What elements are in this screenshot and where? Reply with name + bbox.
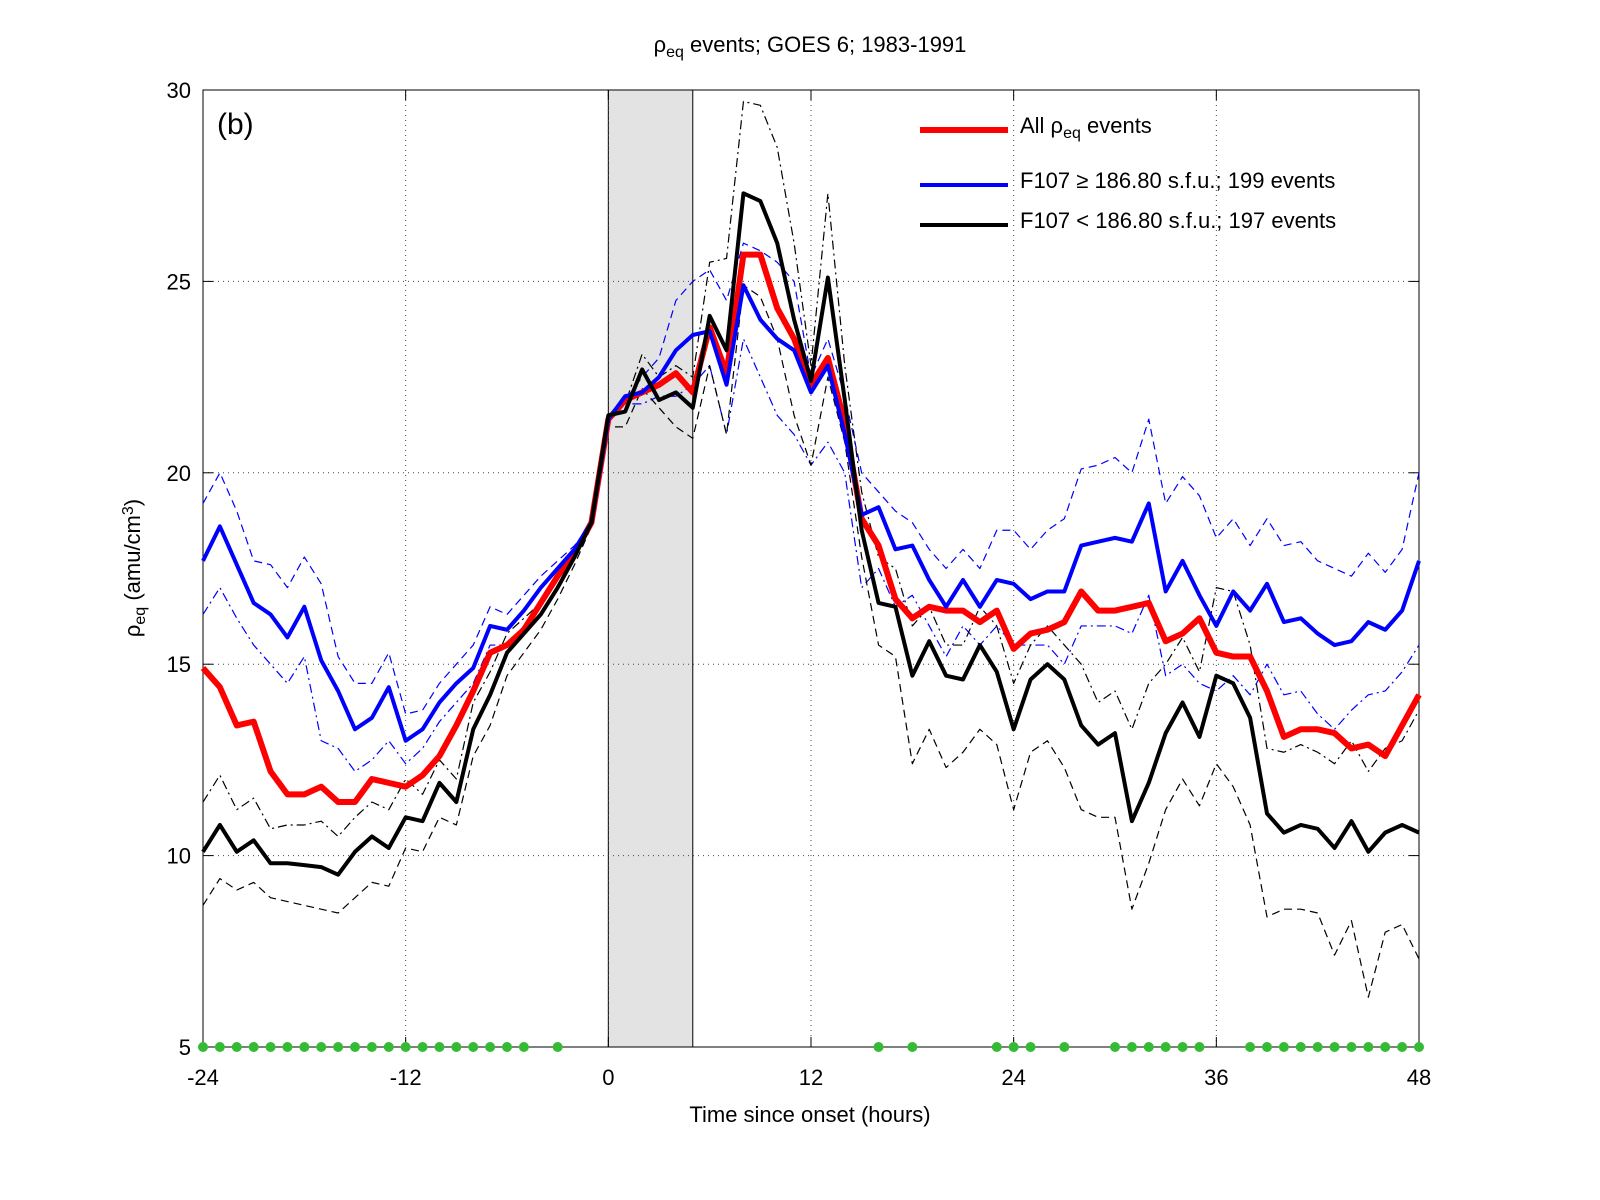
event-dot — [231, 1042, 242, 1052]
data-line — [201, 191, 1420, 877]
event-dot — [991, 1042, 1002, 1052]
y-tick-label: 20 — [167, 461, 191, 486]
legend-label: F107 ≥ 186.80 s.f.u.; 199 events — [1020, 168, 1335, 193]
data-line — [200, 251, 1422, 806]
event-dot — [1414, 1042, 1424, 1052]
event-dot — [417, 1042, 428, 1052]
event-dot — [468, 1042, 479, 1052]
event-dot — [1177, 1042, 1188, 1052]
onset-shade — [607, 89, 694, 1048]
event-dot — [1329, 1042, 1340, 1052]
event-dot — [1025, 1042, 1036, 1052]
y-axis-label: ρeq (amu/cm3) — [120, 499, 149, 637]
text-part: All ρ — [1020, 113, 1063, 138]
text-part: eq — [1063, 125, 1081, 142]
event-dot — [1295, 1042, 1306, 1052]
event-dot — [485, 1042, 496, 1052]
text-part: ρ — [654, 32, 667, 57]
text-part: (amu/cm — [120, 515, 145, 607]
x-tick-label: 24 — [1001, 1065, 1025, 1090]
x-axis-label: Time since onset (hours) — [689, 1102, 930, 1127]
event-dot — [366, 1042, 377, 1052]
y-tick-label: 30 — [167, 78, 191, 103]
event-dot — [1245, 1042, 1256, 1052]
event-dot — [383, 1042, 394, 1052]
event-dot — [248, 1042, 259, 1052]
event-dot — [873, 1042, 884, 1052]
event-dot — [214, 1042, 225, 1052]
text-part: events — [1081, 113, 1152, 138]
panel-label: (b) — [217, 108, 254, 141]
legend-label: F107 < 186.80 s.f.u.; 197 events — [1020, 208, 1336, 233]
text-part: ) — [120, 499, 145, 506]
event-dot — [400, 1042, 411, 1052]
event-dot — [1059, 1042, 1070, 1052]
event-dot — [350, 1042, 360, 1052]
event-dot — [265, 1042, 276, 1052]
event-dot — [434, 1042, 445, 1052]
event-dot — [1110, 1042, 1120, 1052]
event-dot — [451, 1042, 462, 1052]
x-tick-label: -12 — [390, 1065, 422, 1090]
event-dot — [333, 1042, 344, 1052]
text-part: F107 < 186.80 s.f.u.; 197 events — [1020, 208, 1336, 233]
event-dot — [1143, 1042, 1154, 1052]
event-dot — [299, 1042, 310, 1052]
event-dot — [1363, 1042, 1374, 1052]
chart-title: ρeq events; GOES 6; 1983-1991 — [654, 32, 967, 61]
event-dot — [1160, 1042, 1171, 1052]
data-line — [202, 284, 1420, 998]
event-dot — [1397, 1042, 1408, 1052]
event-dot — [1194, 1042, 1205, 1052]
text-part: events; GOES 6; 1983-1991 — [684, 32, 967, 57]
y-tick-label: 25 — [167, 269, 191, 294]
text-part: eq — [132, 607, 149, 625]
legend-label: All ρeq events — [1020, 113, 1152, 142]
x-tick-label: -24 — [187, 1065, 219, 1090]
event-dot — [282, 1042, 293, 1052]
y-tick-label: 5 — [179, 1035, 191, 1060]
event-dot — [1262, 1042, 1272, 1052]
data-line — [201, 283, 1421, 743]
x-tick-label: 0 — [602, 1065, 614, 1090]
event-dot — [316, 1042, 327, 1052]
event-dot — [907, 1042, 918, 1052]
plot-frame — [202, 89, 1420, 1048]
y-tick-label: 15 — [167, 652, 191, 677]
event-dot — [1126, 1042, 1137, 1052]
event-dot — [552, 1042, 563, 1052]
text-part: F107 ≥ 186.80 s.f.u.; 199 events — [1020, 168, 1335, 193]
data-line — [202, 100, 1420, 838]
event-dot — [1380, 1042, 1391, 1052]
event-dot — [1278, 1042, 1289, 1052]
text-part: 3 — [120, 506, 137, 515]
text-part: eq — [666, 44, 684, 61]
data-line — [202, 242, 1420, 715]
event-dot — [1008, 1042, 1019, 1052]
x-tick-label: 12 — [799, 1065, 823, 1090]
event-dot — [1346, 1042, 1357, 1052]
event-dot — [518, 1042, 529, 1052]
event-dot — [198, 1042, 208, 1052]
event-dot — [1312, 1042, 1323, 1052]
event-dot — [502, 1042, 512, 1052]
x-tick-label: 48 — [1407, 1065, 1431, 1090]
y-tick-label: 10 — [167, 844, 191, 869]
text-part: ρ — [120, 625, 145, 638]
x-tick-label: 36 — [1204, 1065, 1228, 1090]
